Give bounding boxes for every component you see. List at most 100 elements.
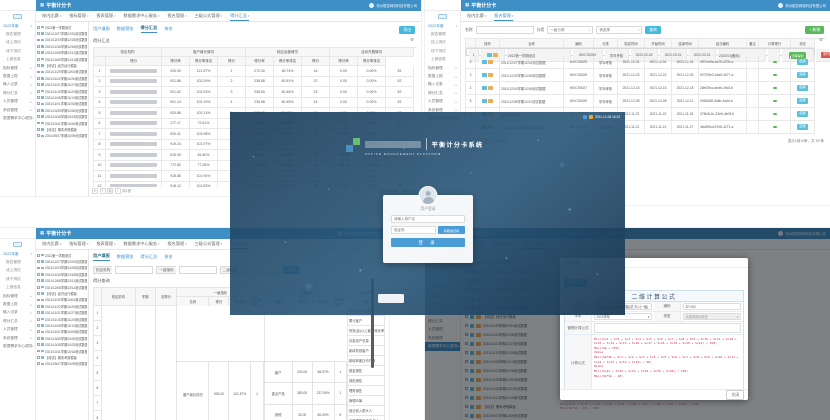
sidebar-item[interactable]: 数据需求中心服务▸ — [3, 115, 34, 121]
checkbox[interactable] — [37, 70, 40, 74]
checkbox[interactable] — [37, 96, 40, 99]
sidebar-item[interactable]: 线上测试 — [431, 40, 446, 45]
tree-item[interactable]: 2021/11/08学期11/13测试数据 — [37, 322, 87, 328]
tree-item[interactable]: 2021/11/21学期11/27测试数据 — [37, 310, 87, 316]
checkbox[interactable] — [37, 330, 40, 334]
nav-item[interactable]: 三级公式管理▾ — [194, 13, 223, 18]
sidebar-item[interactable]: 人员管理▸ — [428, 99, 457, 104]
sidebar-item[interactable]: 线下测试 — [6, 276, 21, 281]
captcha-input[interactable] — [391, 226, 436, 234]
sidebar-item[interactable]: 人员管理▸ — [3, 327, 32, 332]
checkbox[interactable] — [37, 44, 40, 48]
checkbox[interactable] — [37, 115, 40, 119]
checkbox[interactable] — [37, 324, 40, 327]
tab[interactable]: 排名 — [164, 253, 173, 259]
sidebar-item[interactable]: 报告管理 — [6, 32, 21, 37]
tree-item[interactable]: 2021/12/06学期12/11测试数据 — [37, 56, 87, 62]
edit-icon-button[interactable] — [481, 98, 487, 104]
tree-item[interactable]: 2021/12/06学期12/11测试数据 — [37, 284, 87, 290]
sidebar-item[interactable]: 数据上报▸ — [3, 302, 32, 307]
config-icon-button[interactable] — [488, 72, 494, 78]
nav-item[interactable]: 校内比赛▾ — [467, 13, 487, 18]
checkbox[interactable] — [37, 343, 40, 347]
nav-item[interactable]: 指标管理▾ — [69, 13, 89, 18]
checkbox[interactable] — [37, 128, 40, 131]
tree-item[interactable]: 2021/12/27学期12/31测试数据 — [37, 258, 87, 264]
nav-item[interactable]: 指标管理▾ — [69, 241, 89, 246]
sidebar-item[interactable]: 报告管理 — [431, 32, 446, 37]
checkbox[interactable] — [37, 311, 40, 315]
tree-item[interactable]: 2021/12/08学期12/11测试数据 — [37, 278, 87, 284]
tree-item[interactable]: 2021/11/01学期11/06测试数据 — [37, 329, 87, 335]
table-row[interactable]: 1 2022第一学期测试 WXCS0030 学年考核 2022-02-28 20… — [466, 48, 830, 62]
gear-icon[interactable]: ⚙ — [818, 37, 823, 42]
checkbox[interactable] — [37, 298, 40, 302]
gear-icon[interactable]: ⚙ — [409, 37, 414, 42]
tree-item[interactable]: 2021/09/27学期10/09测试数据 — [37, 133, 87, 139]
tree-item[interactable]: 2021/10/11学期10/16测试数据 — [37, 120, 87, 126]
sidebar-item[interactable]: 指标管理▸ — [3, 293, 32, 299]
sidebar-item[interactable]: 系统管理▸ — [3, 335, 32, 341]
sidebar-item[interactable]: 线上测试 — [6, 40, 21, 45]
edit-icon-button[interactable] — [486, 52, 492, 58]
sidebar-item[interactable]: 指标管理▸ — [428, 65, 457, 71]
code-input[interactable]: ZF-002 — [683, 303, 741, 310]
tree-item[interactable]: 2021/10/25学期10/30测试数据 — [37, 107, 87, 113]
nav-item[interactable]: 报名管理 ▾ — [167, 13, 187, 18]
tree-item[interactable]: 2021/11/29学期12/04测试数据 — [37, 69, 87, 75]
nav-item[interactable]: 数据需求中心服务 ▾ — [123, 13, 160, 18]
tab[interactable]: 用户填报 — [93, 253, 110, 261]
close-button[interactable]: 关闭 — [726, 390, 744, 400]
calc-score-button[interactable] — [772, 100, 777, 102]
config-icon-button[interactable] — [488, 59, 494, 65]
checkbox[interactable] — [37, 51, 40, 55]
table-row[interactable]: 5 2021/12/08学期12/11测试数据 WXCS0026 学年考核 20… — [466, 95, 815, 108]
tab[interactable]: 数据预览 — [116, 25, 134, 31]
sidebar-item[interactable]: 得分汇总▸ — [3, 318, 32, 324]
sidebar-item[interactable]: 线上测试 — [6, 268, 21, 273]
checkbox[interactable] — [37, 272, 40, 276]
sidebar-item[interactable]: 上报信息 — [431, 57, 446, 62]
tab[interactable]: 排名 — [164, 25, 173, 31]
search-button[interactable]: 查询 — [645, 26, 661, 34]
prev-page-button[interactable]: ‹ — [99, 188, 106, 194]
config-icon-button[interactable] — [493, 52, 499, 58]
sidebar-item[interactable]: 线下测试 — [431, 48, 446, 53]
nav-item[interactable]: 报名管理 ▾ — [167, 241, 187, 246]
checkbox[interactable] — [37, 83, 40, 87]
tree-item[interactable]: 2021/11/08学期11/13测试数据 — [37, 94, 87, 100]
tree-item[interactable]: 2021/11/22学期11/26测试数据 — [37, 303, 87, 309]
add-button[interactable]: + 新增 — [805, 26, 824, 34]
checkbox[interactable] — [37, 292, 40, 295]
category-select[interactable]: 一级分类 ▾ — [547, 26, 594, 34]
sidebar-item[interactable]: 2022年度▾ — [3, 23, 32, 29]
sidebar-item[interactable]: 指标管理▸ — [3, 65, 32, 71]
sidebar-item[interactable]: 系统管理▸ — [3, 107, 32, 113]
export-button[interactable]: 导出 — [399, 26, 415, 34]
sidebar-item[interactable]: 人员管理▸ — [3, 99, 32, 104]
config-icon-button[interactable] — [488, 85, 494, 91]
sidebar-item[interactable]: 输入记录▸ — [428, 82, 457, 87]
checkbox[interactable] — [37, 64, 40, 67]
edit-icon-button[interactable] — [481, 85, 487, 91]
user-avatar[interactable] — [369, 3, 375, 8]
config-icon-button[interactable] — [488, 98, 494, 104]
tree-item[interactable]: 2021/10/25学期10/30测试数据 — [37, 335, 87, 341]
tree-item[interactable]: 2021/12/23学期12/25测试数据 — [37, 265, 87, 271]
checkbox[interactable] — [37, 108, 40, 112]
table-row[interactable]: 2 2021/12/27学期12/31测试数据 WXCS0029 学年考核 20… — [466, 56, 815, 69]
checkbox[interactable] — [37, 32, 40, 35]
checkbox[interactable] — [37, 266, 40, 270]
checkbox[interactable] — [37, 356, 40, 359]
table-row[interactable]: 3 921.62 102.24% 3 235.60 60.46% 23 0.00… — [94, 87, 414, 98]
login-button[interactable]: 登 录 — [391, 238, 465, 247]
calc-score-button[interactable] — [772, 61, 777, 63]
checkbox[interactable] — [37, 279, 40, 283]
tree-item[interactable]: 2022第一学期测试 — [37, 24, 87, 30]
calc-score-button[interactable] — [772, 74, 777, 76]
nav-item[interactable]: 校内比赛▾ — [42, 241, 62, 246]
campus-select[interactable]: 请选择 ▾ — [596, 26, 643, 34]
nav-item[interactable]: 报名管理 ▾ — [494, 11, 514, 21]
checkbox[interactable] — [37, 260, 40, 263]
sidebar-item[interactable]: 上报信息 — [6, 285, 21, 290]
